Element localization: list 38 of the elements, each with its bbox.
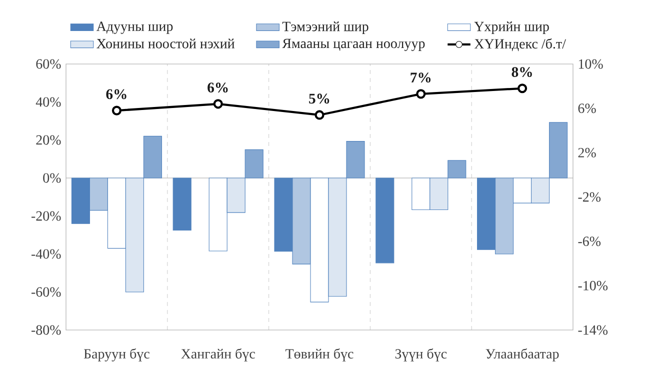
point	[517, 84, 528, 94]
legend-label: Үхрийн шир	[474, 21, 549, 34]
bar	[376, 178, 394, 264]
y-tick-label: -20%	[31, 211, 61, 221]
y2-tick-label: -6%	[578, 236, 601, 246]
y2-tick-label: -2%	[578, 192, 601, 202]
y-tick-label: -40%	[31, 249, 61, 259]
legend-label: Тэмээний шир	[282, 21, 368, 34]
x-tick-label: Төвийн бүс	[286, 348, 354, 362]
y-tick-label: -80%	[31, 325, 61, 335]
data-label: 6%	[208, 82, 228, 93]
y-tick-label: 40%	[36, 97, 61, 107]
bar	[172, 178, 192, 231]
data-label: 5%	[309, 94, 330, 104]
y2-tick-label: 6%	[578, 104, 596, 114]
point	[112, 106, 122, 116]
x-tick-label: Хангайн бүс	[181, 348, 255, 362]
legend-label: Ямааны цагаан ноолуур	[282, 38, 425, 52]
point	[213, 99, 223, 109]
y-tick-label: 0%	[43, 173, 61, 183]
y2-tick-label: 2%	[578, 148, 596, 158]
point	[314, 110, 324, 120]
data-label: 8%	[512, 67, 532, 78]
data-label: 6%	[106, 89, 126, 100]
legend-label: ХҮИндекс /б.т/	[474, 38, 566, 52]
point	[416, 89, 426, 99]
y-tick-label: 60%	[36, 59, 61, 69]
x-tick-label: Улаанбаатар	[486, 348, 559, 362]
y2-tick-label: -10%	[578, 280, 608, 290]
y2-tick-label: 10%	[578, 59, 603, 69]
legend-label: Хонины ноостой нэхий	[96, 38, 234, 48]
x-tick-label: Баруун бүс	[84, 348, 150, 362]
legend-label: Адууны шир	[96, 22, 173, 34]
y-tick-label: 20%	[36, 135, 61, 145]
x-tick-label: Зүүн бүс	[395, 348, 447, 362]
y2-tick-label: -14%	[578, 325, 608, 335]
data-label: 7%	[410, 72, 431, 83]
y-tick-label: -60%	[31, 287, 61, 297]
